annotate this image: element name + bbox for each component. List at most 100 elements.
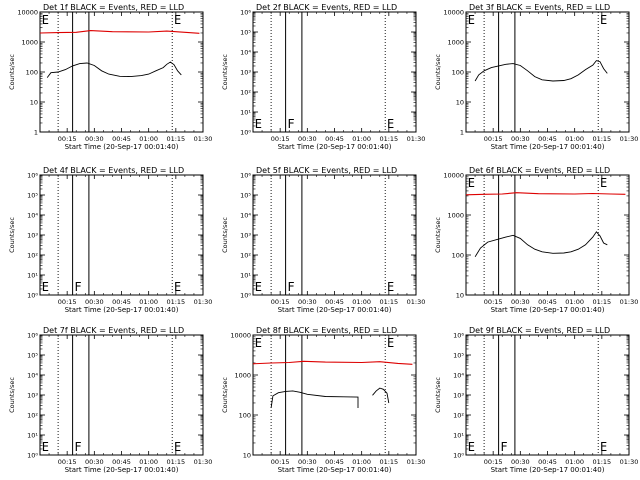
y-tick-label: 100 — [239, 412, 251, 420]
y-tick-label: 10⁶ — [240, 172, 251, 180]
detector-panel-8: Det 8f BLACK = Events, RED = LLD 10 100 100… — [221, 326, 425, 474]
y-tick-label: 10⁰ — [27, 452, 38, 460]
detector-panel-4: Det 4f BLACK = Events, RED = LLD 10⁰ 10¹ 10… — [8, 166, 212, 314]
y-tick-label: 10² — [240, 252, 251, 260]
marker-label-e: E — [174, 280, 181, 294]
x-tick-label: 00:45 — [538, 458, 557, 466]
y-axis-label: Counts/sec — [434, 54, 442, 90]
y-tick-label: 10⁵ — [27, 352, 38, 360]
marker-label-e: E — [600, 440, 607, 454]
x-tick-label: 01:15 — [166, 458, 185, 466]
x-tick-label: 01:30 — [620, 458, 639, 466]
y-tick-label: 10¹ — [27, 432, 38, 440]
x-tick-label: 00:45 — [112, 458, 131, 466]
x-tick-label: 01:30 — [194, 135, 213, 143]
x-tick-label: 00:30 — [298, 135, 317, 143]
marker-label-f: F — [287, 280, 294, 294]
x-tick-label: 01:00 — [565, 458, 584, 466]
panel-title: Det 5f BLACK = Events, RED = LLD — [256, 166, 397, 175]
plot-frame — [465, 174, 630, 296]
y-tick-label: 10³ — [240, 232, 251, 240]
y-tick-label: 10⁵ — [27, 192, 38, 200]
x-tick-label: 00:15 — [58, 135, 77, 143]
x-tick-label: 00:15 — [484, 298, 503, 306]
y-tick-label: 10¹ — [27, 272, 38, 280]
y-tick-label: 10 — [30, 99, 38, 107]
x-tick-label: 00:15 — [58, 458, 77, 466]
panel-title: Det 9f BLACK = Events, RED = LLD — [469, 326, 610, 335]
y-tick-label: 10⁰ — [240, 129, 251, 137]
x-tick-label: 01:15 — [592, 458, 611, 466]
x-tick-label: 01:15 — [379, 298, 398, 306]
marker-label-e: E — [42, 440, 49, 454]
x-tick-label: 01:30 — [407, 298, 426, 306]
x-tick-label: 00:30 — [511, 135, 530, 143]
x-tick-label: 00:45 — [112, 135, 131, 143]
x-tick-label: 01:00 — [565, 298, 584, 306]
x-tick-label: 01:15 — [379, 458, 398, 466]
marker-label-f: F — [74, 280, 81, 294]
panel-title: Det 7f BLACK = Events, RED = LLD — [43, 326, 184, 335]
x-axis-label: Start Time (20-Sep-17 00:01:40) — [278, 466, 392, 474]
x-tick-label: 00:45 — [325, 135, 344, 143]
x-tick-label: 00:30 — [85, 458, 104, 466]
y-tick-label: 10² — [453, 412, 464, 420]
x-tick-label: 01:00 — [139, 458, 158, 466]
y-axis-label: Counts/sec — [8, 217, 16, 253]
x-axis-label: Start Time (20-Sep-17 00:01:40) — [491, 306, 605, 314]
y-tick-label: 10¹ — [453, 432, 464, 440]
x-tick-label: 01:30 — [620, 298, 639, 306]
marker-label-e: E — [600, 176, 607, 190]
marker-label-e: E — [174, 440, 181, 454]
x-tick-label: 00:15 — [484, 135, 503, 143]
y-tick-label: 10 — [243, 452, 251, 460]
y-tick-label: 100 — [452, 252, 464, 260]
marker-label-e: E — [468, 13, 475, 27]
y-tick-label: 10000 — [443, 172, 464, 180]
y-axis-label: Counts/sec — [221, 217, 229, 253]
plot-frame — [39, 334, 204, 456]
y-tick-label: 10⁴ — [240, 212, 251, 220]
panel-title: Det 3f BLACK = Events, RED = LLD — [469, 3, 610, 12]
y-tick-label: 10⁴ — [240, 49, 251, 57]
x-tick-label: 01:00 — [565, 135, 584, 143]
x-tick-label: 01:15 — [166, 298, 185, 306]
y-tick-label: 1000 — [447, 212, 464, 220]
y-tick-label: 10⁴ — [27, 212, 38, 220]
y-tick-label: 10000 — [17, 9, 38, 17]
y-tick-label: 10⁴ — [27, 372, 38, 380]
y-tick-label: 10⁰ — [240, 292, 251, 300]
marker-label-e: E — [42, 13, 49, 27]
y-tick-label: 10³ — [240, 69, 251, 77]
events-series-line — [270, 390, 359, 409]
marker-label-e: E — [468, 176, 475, 190]
plot-frame — [252, 11, 417, 133]
x-tick-label: 00:30 — [85, 298, 104, 306]
y-tick-label: 1 — [34, 129, 38, 137]
y-axis-label: Counts/sec — [8, 54, 16, 90]
x-tick-label: 00:45 — [325, 298, 344, 306]
y-tick-label: 10⁴ — [453, 372, 464, 380]
y-tick-label: 10³ — [27, 392, 38, 400]
x-tick-label: 01:15 — [592, 298, 611, 306]
x-axis-label: Start Time (20-Sep-17 00:01:40) — [65, 143, 179, 151]
x-tick-label: 01:00 — [352, 458, 371, 466]
events-series-line — [372, 387, 390, 404]
y-axis-label: Counts/sec — [434, 377, 442, 413]
panel-title: Det 1f BLACK = Events, RED = LLD — [43, 3, 184, 12]
y-tick-label: 1000 — [21, 39, 38, 47]
panel-title: Det 2f BLACK = Events, RED = LLD — [256, 3, 397, 12]
y-tick-label: 10⁵ — [453, 352, 464, 360]
x-tick-label: 01:00 — [139, 298, 158, 306]
marker-label-f: F — [287, 117, 294, 131]
plot-frame — [252, 174, 417, 296]
marker-label-e: E — [255, 336, 262, 350]
x-tick-label: 01:00 — [139, 135, 158, 143]
y-axis-label: Counts/sec — [221, 377, 229, 413]
y-tick-label: 10³ — [453, 392, 464, 400]
y-tick-label: 10⁵ — [240, 29, 251, 37]
x-tick-label: 01:30 — [407, 458, 426, 466]
y-tick-label: 10² — [240, 89, 251, 97]
y-axis-label: Counts/sec — [221, 54, 229, 90]
